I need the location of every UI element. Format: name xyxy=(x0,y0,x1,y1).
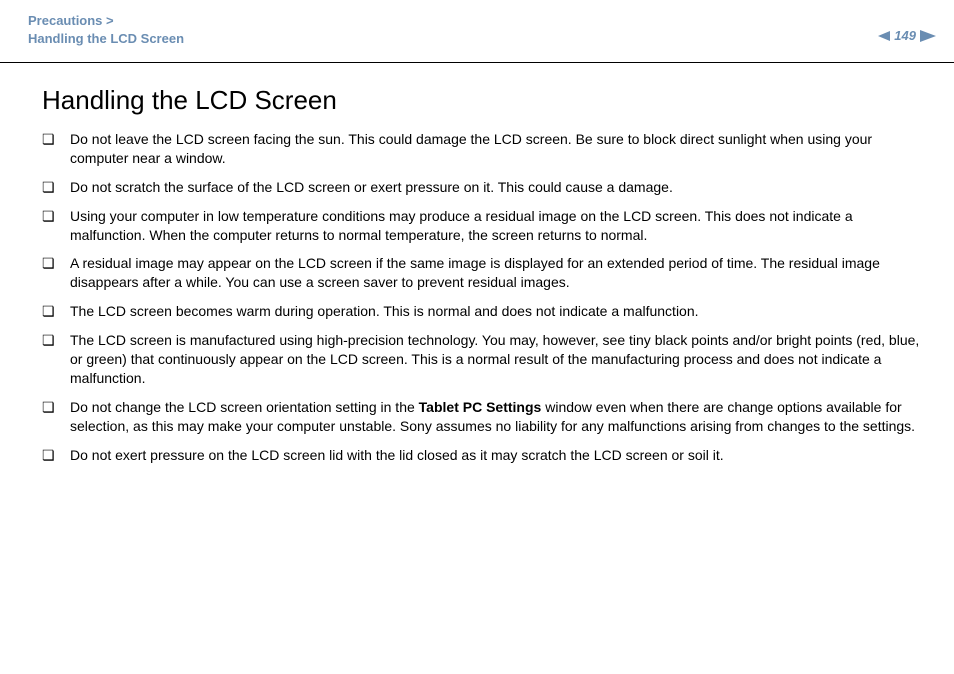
list-item: The LCD screen is manufactured using hig… xyxy=(42,331,926,388)
list-item-text: Using your computer in low temperature c… xyxy=(70,208,853,243)
document-page: Precautions > Handling the LCD Screen 14… xyxy=(0,0,954,674)
list-item: Do not scratch the surface of the LCD sc… xyxy=(42,178,926,197)
list-item: Using your computer in low temperature c… xyxy=(42,207,926,245)
breadcrumb-parent[interactable]: Precautions > xyxy=(28,12,926,30)
list-item: Do not exert pressure on the LCD screen … xyxy=(42,446,926,465)
page-title: Handling the LCD Screen xyxy=(42,85,926,116)
list-item-text: A residual image may appear on the LCD s… xyxy=(70,255,880,290)
page-number: 149 xyxy=(894,28,916,43)
bullet-list: Do not leave the LCD screen facing the s… xyxy=(42,130,926,464)
list-item-text: Do not exert pressure on the LCD screen … xyxy=(70,447,724,463)
list-item-text: Do not scratch the surface of the LCD sc… xyxy=(70,179,673,195)
page-content: Handling the LCD Screen Do not leave the… xyxy=(0,63,954,464)
page-number-nav: 149 xyxy=(878,28,936,43)
list-item: A residual image may appear on the LCD s… xyxy=(42,254,926,292)
list-item-text: The LCD screen becomes warm during opera… xyxy=(70,303,699,319)
list-item-text-bold: Tablet PC Settings xyxy=(419,399,542,415)
next-page-arrow-icon[interactable] xyxy=(920,30,936,42)
list-item: Do not leave the LCD screen facing the s… xyxy=(42,130,926,168)
prev-page-arrow-icon[interactable] xyxy=(878,31,890,41)
list-item-text: The LCD screen is manufactured using hig… xyxy=(70,332,919,386)
list-item: Do not change the LCD screen orientation… xyxy=(42,398,926,436)
page-header: Precautions > Handling the LCD Screen 14… xyxy=(0,0,954,62)
list-item-text: Do not leave the LCD screen facing the s… xyxy=(70,131,872,166)
list-item-text-pre: Do not change the LCD screen orientation… xyxy=(70,399,419,415)
breadcrumb-current: Handling the LCD Screen xyxy=(28,30,926,48)
list-item: The LCD screen becomes warm during opera… xyxy=(42,302,926,321)
